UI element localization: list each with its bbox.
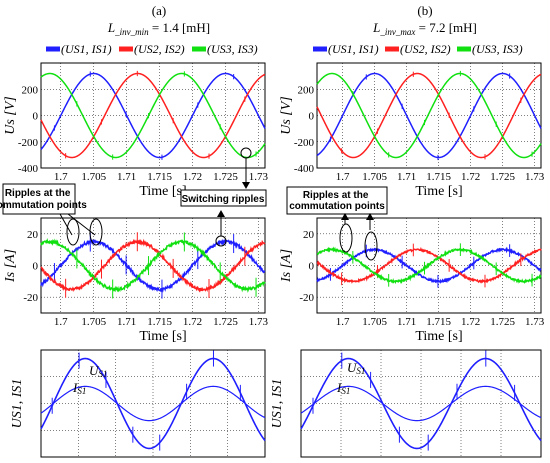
y-tick-label: -400: [294, 163, 315, 175]
plot-a-zoom: US1, IS1: [10, 350, 265, 457]
y-axis-label: Is [A]: [3, 249, 18, 283]
legend-text-3: (US3, IS3): [472, 42, 523, 56]
y-axis-label: US1, IS1: [270, 379, 285, 429]
x-tick-label: 1.71: [397, 316, 416, 328]
callout-text-line: commutation points: [0, 200, 87, 211]
x-tick-label: 1.715: [426, 316, 451, 328]
callout-arrowhead: [242, 182, 250, 189]
callout-text-line: Ripples at the: [5, 188, 71, 199]
x-tick-label: 1.725: [213, 316, 238, 328]
x-tick-label: 1.7: [336, 171, 350, 183]
x-tick-label: 1.73: [525, 171, 545, 183]
legend-text-2: (US2, IS2): [400, 42, 451, 56]
legend-b: (US1, IS1) (US2, IS2) (US3, IS3): [313, 42, 523, 56]
plot-b-voltage: 1.7 1.705 1.71 1.715 1.72 1.725 1.73 -400 -200 0 2…: [279, 63, 545, 199]
y-tick-label: 0: [33, 261, 39, 273]
legend-a: (US1, IS1) (US2, IS2) (US3, IS3): [46, 42, 258, 56]
x-tick-label: 1.715: [147, 316, 172, 328]
panel-label-a: (a): [152, 3, 166, 18]
x-tick-label: 1.705: [362, 316, 387, 328]
x-tick-label: 1.715: [426, 171, 451, 183]
x-tick-label: 1.72: [461, 316, 480, 328]
callout-text-line: Ripples at the: [303, 190, 369, 201]
y-tick-label: -20: [299, 292, 314, 304]
legend-text-3: (US3, IS3): [207, 42, 258, 56]
x-tick-label: 1.705: [81, 316, 106, 328]
x-axis-label: Time [s]: [415, 329, 462, 344]
legend-text-2: (US2, IS2): [134, 42, 185, 56]
plot-a-current: 1.7 1.705 1.71 1.715 1.72 1.725 1.73 -20 0 20 Is […: [3, 218, 269, 344]
x-tick-label: 1.715: [147, 171, 172, 183]
x-tick-label: 1.71: [117, 171, 136, 183]
x-tick-label: 1.705: [362, 171, 387, 183]
plot-a-voltage: 1.7 1.705 1.71 1.715 1.72 1.725 1.73 -400 -200 0 2…: [3, 63, 269, 199]
legend-text-1: (US1, IS1): [61, 42, 112, 56]
x-tick-label: 1.725: [490, 171, 515, 183]
callout-text-line: commutation points: [289, 201, 385, 212]
x-tick-label: 1.7: [336, 316, 350, 328]
y-tick-label: 0: [33, 111, 39, 123]
inductance-subscript-a: _inv_min: [114, 27, 149, 37]
y-tick-label: 200: [298, 84, 315, 96]
y-axis-label: US1, IS1: [10, 379, 25, 429]
x-tick-label: 1.73: [525, 316, 545, 328]
y-tick-label: 200: [22, 84, 39, 96]
plot-b-current: 1.7 1.705 1.71 1.715 1.72 1.725 1.73 -20 0 20 Is […: [279, 218, 545, 344]
inductance-symbol-a: L: [107, 20, 115, 35]
x-tick-label: 1.7: [54, 171, 68, 183]
x-tick-label: 1.71: [117, 316, 136, 328]
x-tick-label: 1.73: [249, 171, 269, 183]
legend-text-1: (US1, IS1): [328, 42, 379, 56]
inductance-value-b: = 7.2 [mH]: [415, 20, 477, 35]
callout-text: Switching ripples: [182, 194, 265, 205]
inductance-value-a: = 1.4 [mH]: [149, 20, 211, 35]
y-axis-label: Is [A]: [279, 249, 294, 283]
plot-b-zoom: US1, IS1: [270, 350, 541, 457]
y-tick-label: 0: [309, 261, 315, 273]
x-axis-label: Time [s]: [415, 184, 462, 199]
y-axis-label: Us [V]: [279, 96, 294, 135]
inductance-label-a: L_inv_min = 1.4 [mH]: [107, 20, 210, 37]
inductance-subscript-b: _inv_max: [379, 27, 415, 37]
x-tick-label: 1.72: [461, 171, 480, 183]
x-tick-label: 1.725: [213, 171, 238, 183]
x-tick-label: 1.72: [183, 316, 202, 328]
x-tick-label: 1.72: [183, 171, 202, 183]
y-axis-label: Us [V]: [3, 96, 18, 135]
x-axis-label: Time [s]: [139, 184, 186, 199]
callout-arrowhead: [217, 210, 225, 217]
panel-label-b: (b): [417, 3, 432, 18]
y-tick-label: 20: [27, 229, 39, 241]
inductance-symbol-b: L: [372, 20, 380, 35]
callout-text: Ripples at the commutation points: [289, 190, 385, 212]
y-tick-label: -200: [294, 137, 315, 149]
inductance-label-b: L_inv_max = 7.2 [mH]: [372, 20, 477, 37]
x-axis-label: Time [s]: [139, 329, 186, 344]
x-tick-label: 1.705: [81, 171, 106, 183]
y-tick-label: -200: [18, 137, 39, 149]
y-tick-label: 20: [303, 229, 315, 241]
x-tick-label: 1.725: [490, 316, 515, 328]
x-tick-label: 1.71: [397, 171, 416, 183]
x-tick-label: 1.73: [249, 316, 269, 328]
y-tick-label: -400: [18, 163, 39, 175]
x-tick-label: 1.7: [54, 316, 68, 328]
y-tick-label: 0: [309, 111, 315, 123]
y-tick-label: -20: [23, 292, 38, 304]
